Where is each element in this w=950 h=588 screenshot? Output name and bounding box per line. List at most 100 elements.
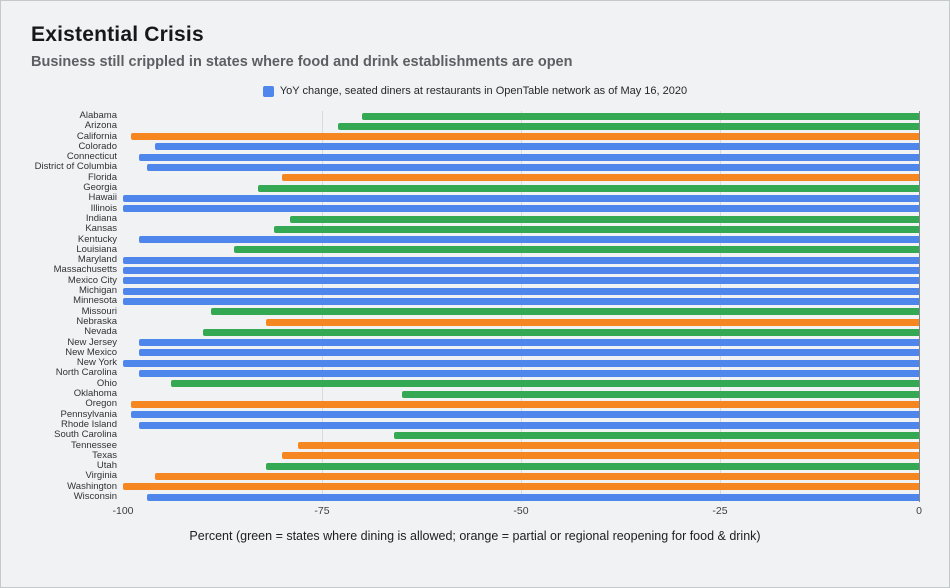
state-label: Louisiana xyxy=(76,243,117,255)
chart-row: Kansas xyxy=(31,223,919,234)
bar-kansas xyxy=(274,225,919,233)
zero-axis-line xyxy=(919,111,920,503)
bar-mexico-city xyxy=(123,277,919,285)
bar-track xyxy=(123,482,919,492)
bar-wisconsin xyxy=(146,493,919,501)
bar-hawaii xyxy=(123,194,919,202)
bar-texas xyxy=(282,452,919,460)
bar-track xyxy=(123,111,919,121)
chart-row: Nevada xyxy=(31,326,919,337)
chart-row: Mexico City xyxy=(31,275,919,286)
bar-track xyxy=(123,286,919,296)
bar-new-mexico xyxy=(138,349,919,357)
bar-utah xyxy=(266,462,919,470)
bar-track xyxy=(123,183,919,193)
state-label: Missouri xyxy=(81,305,117,317)
bar-washington xyxy=(123,483,919,491)
chart-row: Rhode Island xyxy=(31,418,919,430)
chart-row: Utah xyxy=(31,460,919,472)
state-label: Florida xyxy=(87,171,117,183)
bar-california xyxy=(130,133,919,141)
state-label: Oregon xyxy=(85,398,117,410)
x-tick: -100 xyxy=(112,505,134,518)
state-label: Oklahoma xyxy=(73,388,117,400)
bar-nevada xyxy=(202,328,919,336)
chart-row: Arizona xyxy=(31,120,919,132)
gridline xyxy=(720,111,721,503)
state-label: Rhode Island xyxy=(61,418,117,430)
gridline xyxy=(322,111,323,503)
bar-track xyxy=(123,430,919,440)
plot-rows: Alabama Arizona California Colorado Connecti… xyxy=(31,110,919,502)
bar-track xyxy=(123,265,919,275)
bar-north-carolina xyxy=(138,370,919,378)
x-tick: -25 xyxy=(712,505,728,518)
chart-row: Massachusetts xyxy=(31,265,919,275)
state-label: North Carolina xyxy=(55,367,117,379)
bar-track xyxy=(123,379,919,389)
bar-pennsylvania xyxy=(130,411,919,419)
x-tick: -75 xyxy=(314,505,330,518)
state-label: Virginia xyxy=(85,470,117,482)
chart-row: Connecticut xyxy=(31,151,919,163)
chart-row: Washington xyxy=(31,480,919,492)
bar-tennessee xyxy=(298,442,919,450)
state-label: Massachusetts xyxy=(53,264,117,276)
bar-track xyxy=(123,327,919,337)
bar-district-of-columbia xyxy=(146,164,919,172)
chart-row: Tennessee xyxy=(31,440,919,451)
bar-michigan xyxy=(123,287,919,295)
bar-rhode-island xyxy=(138,421,919,429)
bar-missouri xyxy=(210,308,919,316)
page: Existential Crisis Business still crippl… xyxy=(31,23,922,543)
state-label: Utah xyxy=(96,460,117,472)
chart-row: Indiana xyxy=(31,213,919,224)
chart-row: Texas xyxy=(31,450,919,461)
state-label: Nebraska xyxy=(76,315,117,327)
bar-florida xyxy=(282,174,919,182)
chart-row: Florida xyxy=(31,171,919,183)
bar-track xyxy=(123,204,919,214)
chart-row: South Carolina xyxy=(31,429,919,441)
state-label: Washington xyxy=(67,480,117,492)
chart-row: Maryland xyxy=(31,254,919,265)
chart-row: Missouri xyxy=(31,305,919,317)
state-label: Pennsylvania xyxy=(60,408,117,420)
chart-row: Pennsylvania xyxy=(31,408,919,420)
bar-track xyxy=(123,307,919,317)
bar-track xyxy=(123,193,919,203)
bar-kentucky xyxy=(138,236,919,244)
bar-track xyxy=(123,121,919,131)
bar-track xyxy=(123,420,919,430)
bar-nebraska xyxy=(266,318,919,326)
chart-row: Oklahoma xyxy=(31,388,919,400)
state-label: Connecticut xyxy=(66,151,117,163)
state-label: New Mexico xyxy=(65,346,117,358)
state-label: Georgia xyxy=(83,182,117,194)
bar-track xyxy=(123,389,919,399)
chart-row: Louisiana xyxy=(31,243,919,255)
state-label: Alabama xyxy=(79,110,118,121)
bar-track xyxy=(123,224,919,234)
state-label: Minnesota xyxy=(73,295,117,307)
bar-track xyxy=(123,348,919,358)
chart-row: Virginia xyxy=(31,471,919,481)
bar-ohio xyxy=(170,380,919,388)
bar-track xyxy=(123,441,919,451)
chart-row: Nebraska xyxy=(31,315,919,327)
bar-alabama xyxy=(361,112,919,120)
bar-track xyxy=(123,368,919,378)
state-label: Colorado xyxy=(78,140,117,152)
bar-maryland xyxy=(123,256,919,264)
state-label: Arizona xyxy=(84,120,117,132)
state-label: South Carolina xyxy=(54,429,117,441)
state-label: Wisconsin xyxy=(73,490,117,502)
state-label: Ohio xyxy=(96,377,117,389)
state-label: New York xyxy=(76,357,117,369)
legend-swatch-icon xyxy=(262,85,274,97)
chart-row: Ohio xyxy=(31,377,919,389)
legend-label: YoY change, seated diners at restaurants… xyxy=(279,85,688,97)
bar-track xyxy=(123,235,919,245)
bar-track xyxy=(123,410,919,420)
chart-row: North Carolina xyxy=(31,368,919,378)
